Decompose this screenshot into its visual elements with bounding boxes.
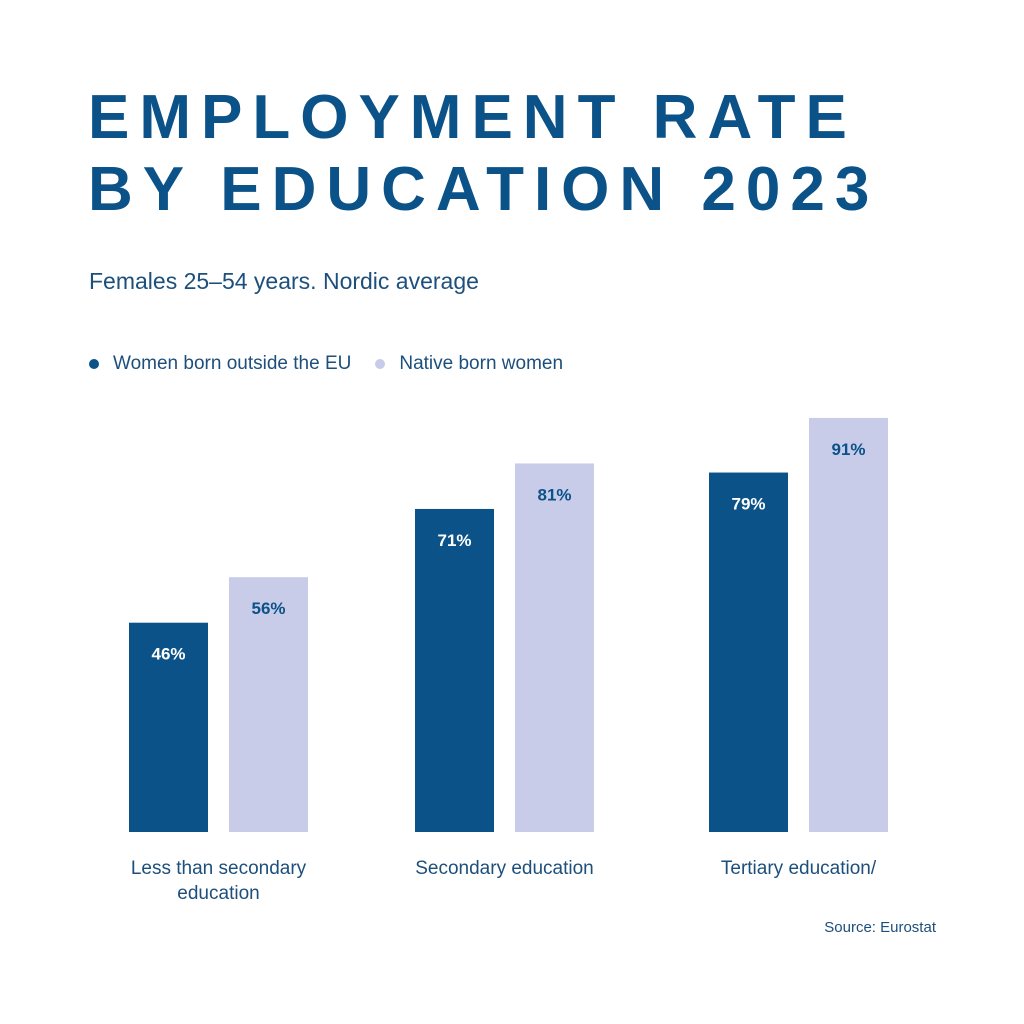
bar-outside-eu-2	[709, 472, 788, 832]
bar-outside-eu-0	[129, 622, 208, 832]
chart-legend: Women born outside the EU Native born wo…	[89, 353, 587, 375]
data-label-native-0: 56%	[251, 599, 285, 618]
legend-dot-outside-eu	[89, 359, 99, 369]
chart-title-line-2: BY EDUCATION 2023	[88, 155, 880, 224]
bar-native-0	[229, 577, 308, 832]
category-label-0-line-1: education	[177, 883, 259, 904]
source-note: Source: Eurostat	[824, 919, 936, 936]
chart-title-line-1: EMPLOYMENT RATE	[88, 83, 857, 152]
chart-title: EMPLOYMENT RATE BY EDUCATION 2023	[88, 82, 879, 226]
data-label-outside-eu-2: 79%	[731, 495, 765, 514]
bar-native-2	[809, 417, 888, 832]
bar-native-1	[515, 463, 594, 832]
legend-dot-native	[375, 359, 386, 369]
legend-label-native: Native born women	[399, 353, 564, 374]
category-label-0-line-0: Less than secondary	[131, 858, 307, 879]
bar-outside-eu-1	[415, 508, 494, 832]
chart-subtitle: Females 25–54 years. Nordic average	[89, 268, 479, 294]
legend-item-native: Native born women	[375, 353, 563, 375]
data-label-native-1: 81%	[537, 485, 571, 504]
data-label-native-2: 91%	[831, 440, 865, 459]
category-label-2: Tertiary education/	[721, 858, 877, 879]
legend-item-outside-eu: Women born outside the EU	[89, 353, 351, 375]
data-label-outside-eu-0: 46%	[151, 645, 185, 664]
category-label-1: Secondary education	[415, 858, 594, 879]
data-label-outside-eu-1: 71%	[437, 531, 471, 550]
legend-label-outside-eu: Women born outside the EU	[113, 353, 352, 374]
